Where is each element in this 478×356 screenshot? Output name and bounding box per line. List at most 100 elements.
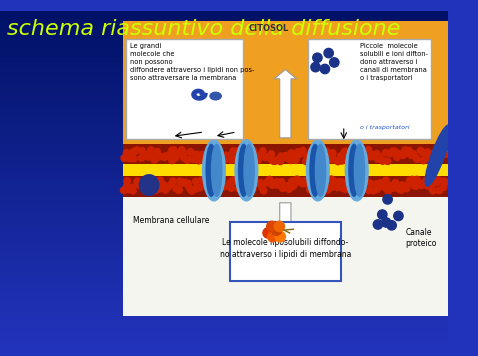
Bar — [0, 267, 447, 268]
Bar — [0, 327, 447, 328]
Circle shape — [139, 179, 145, 186]
Bar — [0, 175, 447, 176]
Bar — [0, 211, 447, 212]
Bar — [0, 32, 447, 33]
Circle shape — [443, 151, 449, 157]
Circle shape — [418, 182, 424, 189]
Bar — [0, 35, 447, 36]
Bar — [123, 21, 447, 144]
Circle shape — [211, 182, 217, 188]
Bar — [0, 188, 447, 189]
Bar — [0, 341, 447, 342]
Circle shape — [325, 187, 331, 193]
Bar — [0, 283, 447, 284]
Circle shape — [176, 178, 183, 185]
Bar — [0, 254, 447, 255]
Bar — [0, 240, 447, 241]
Bar — [0, 190, 447, 191]
Circle shape — [342, 148, 348, 155]
Bar — [0, 232, 447, 233]
Bar — [0, 14, 447, 15]
Circle shape — [246, 181, 252, 188]
Bar — [0, 189, 447, 190]
Bar — [0, 289, 447, 290]
Circle shape — [418, 180, 424, 187]
Bar — [0, 150, 447, 151]
Bar — [0, 302, 447, 303]
Bar — [0, 276, 447, 277]
Bar — [0, 304, 447, 305]
Circle shape — [436, 157, 442, 163]
Circle shape — [230, 148, 237, 154]
Bar — [0, 154, 447, 155]
Circle shape — [356, 153, 363, 159]
Circle shape — [169, 157, 175, 164]
Bar — [0, 136, 447, 137]
Circle shape — [406, 147, 413, 154]
Bar — [0, 98, 447, 99]
Bar — [0, 100, 447, 101]
Circle shape — [383, 195, 392, 204]
Bar — [0, 342, 447, 343]
Bar — [0, 197, 447, 198]
Circle shape — [186, 156, 193, 162]
Bar — [0, 214, 447, 215]
Bar — [0, 324, 447, 325]
Bar — [0, 303, 447, 304]
Circle shape — [303, 158, 309, 164]
Circle shape — [228, 157, 235, 163]
Circle shape — [181, 179, 188, 185]
Circle shape — [176, 187, 183, 193]
Circle shape — [163, 153, 170, 159]
Circle shape — [413, 176, 420, 183]
Bar — [0, 59, 447, 60]
Circle shape — [204, 177, 210, 183]
Circle shape — [370, 187, 377, 194]
Circle shape — [173, 155, 179, 161]
Bar — [0, 64, 447, 65]
Circle shape — [280, 185, 286, 192]
Circle shape — [239, 178, 246, 185]
Circle shape — [363, 154, 369, 160]
Circle shape — [221, 183, 228, 190]
Bar — [230, 222, 340, 281]
Bar — [0, 306, 447, 307]
Circle shape — [390, 185, 396, 191]
Bar — [0, 107, 447, 108]
Bar — [0, 255, 447, 256]
Ellipse shape — [354, 144, 365, 196]
Circle shape — [161, 154, 168, 161]
Circle shape — [337, 153, 344, 159]
Circle shape — [274, 157, 280, 163]
Bar — [0, 321, 447, 322]
Circle shape — [156, 153, 163, 160]
Bar — [123, 197, 447, 316]
Bar — [0, 262, 447, 263]
Circle shape — [286, 186, 293, 192]
Circle shape — [201, 157, 207, 164]
Ellipse shape — [349, 144, 359, 196]
Bar — [0, 311, 447, 312]
Circle shape — [262, 154, 268, 161]
Circle shape — [167, 182, 174, 189]
Circle shape — [191, 156, 197, 162]
Circle shape — [424, 177, 430, 183]
Circle shape — [311, 62, 320, 72]
Bar — [0, 47, 447, 48]
Ellipse shape — [210, 92, 221, 100]
Circle shape — [265, 179, 272, 186]
Circle shape — [235, 148, 241, 154]
Bar — [0, 34, 447, 35]
Bar — [0, 224, 447, 225]
Circle shape — [274, 221, 284, 231]
Circle shape — [408, 152, 414, 158]
Bar — [0, 184, 447, 185]
Bar — [0, 26, 447, 27]
Bar — [0, 281, 447, 282]
Circle shape — [389, 149, 395, 156]
Circle shape — [420, 150, 426, 156]
Bar — [0, 159, 447, 160]
Circle shape — [272, 225, 282, 235]
Bar — [0, 42, 447, 43]
Circle shape — [354, 156, 361, 163]
